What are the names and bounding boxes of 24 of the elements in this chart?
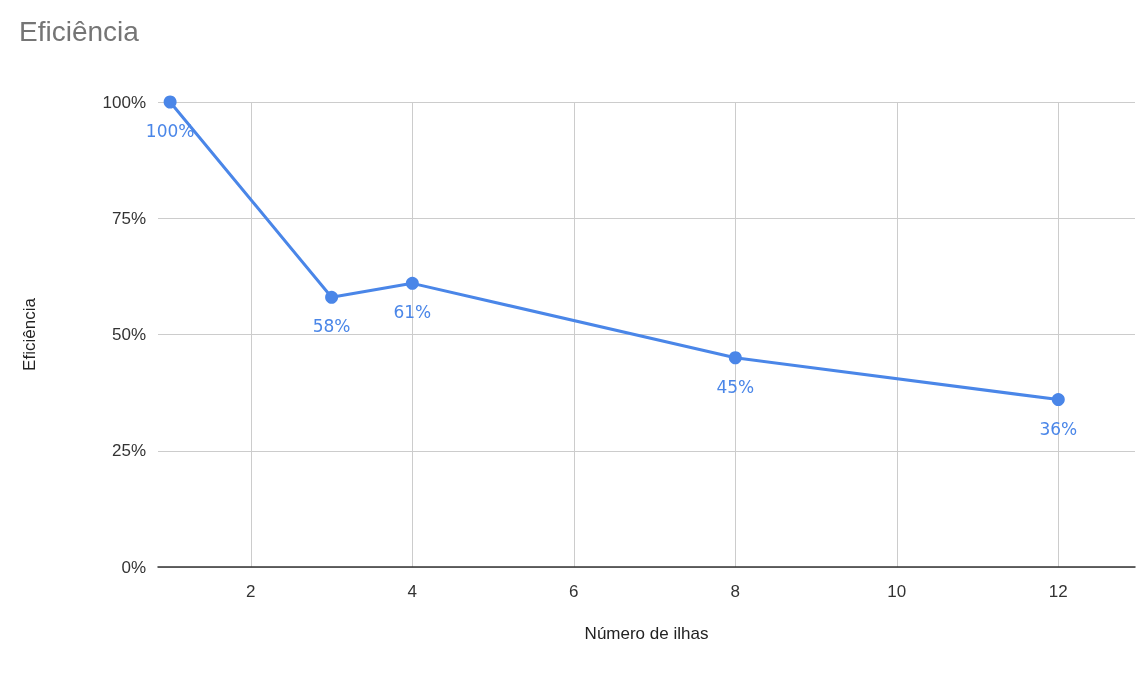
point [163,95,177,109]
y-tick-label: 75% [111,208,146,228]
point [325,290,339,304]
y-tick-label: 50% [111,325,146,344]
data-label: 36% [1039,418,1078,439]
point [405,276,419,290]
x-tick-label: 4 [407,582,418,601]
x-axis-title: Número de ilhas [584,624,709,643]
data-label: 58% [312,316,351,337]
y-axis-title: Eficiência [20,297,39,371]
chart-title: Eficiência [19,15,140,47]
point [1051,393,1065,407]
x-tick-label: 12 [1048,582,1068,601]
point [728,351,742,365]
data-label: 61% [393,302,432,323]
x-tick-label: 10 [887,582,907,601]
y-tick-label: 100% [102,92,146,112]
x-tick-label: 2 [246,582,256,601]
data-label: 45% [716,376,755,397]
x-tick-label: 6 [569,582,579,601]
data-label: 100% [145,121,195,141]
x-tick-label: 8 [730,582,741,601]
y-tick-label: 0% [121,557,146,577]
y-tick-label: 25% [111,441,146,461]
